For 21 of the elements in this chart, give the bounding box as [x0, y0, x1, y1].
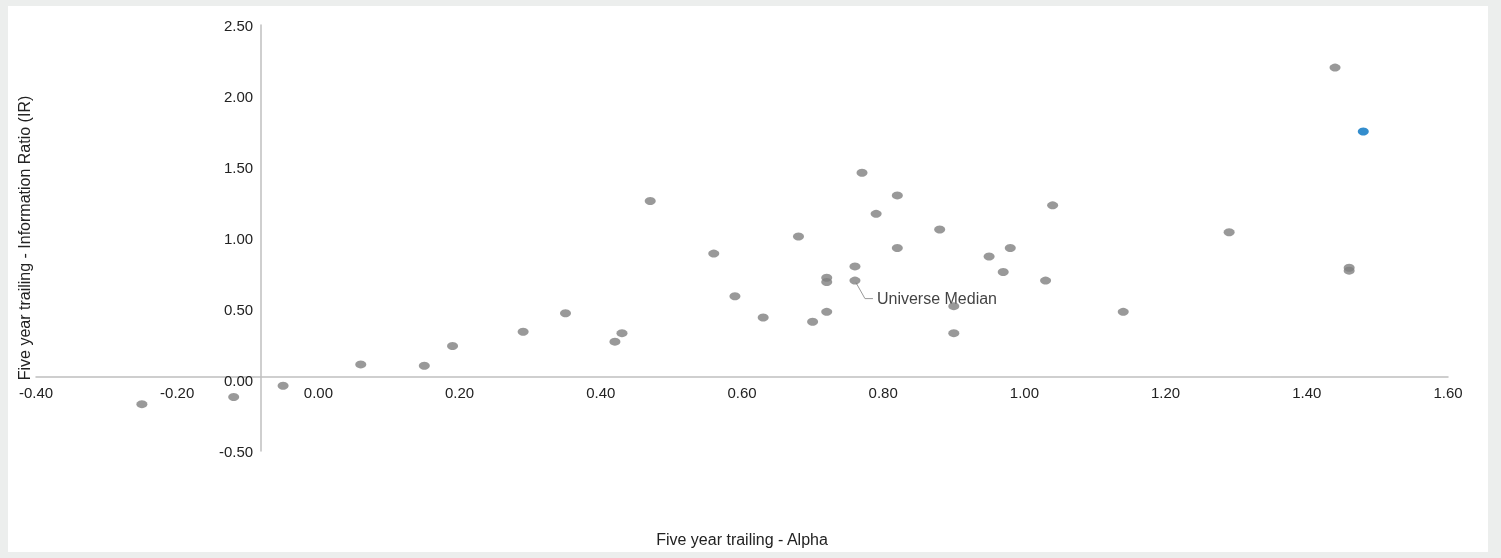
y-tick-label: 1.50	[224, 158, 254, 176]
x-tick-label: 0.00	[303, 384, 333, 401]
x-tick-label: -0.20	[160, 384, 195, 401]
x-tick-label: 0.40	[586, 384, 616, 401]
y-tick-label: 2.50	[224, 16, 254, 34]
y-tick-label: 0.50	[224, 300, 254, 318]
y-axis-title: Five year trailing - Information Ratio (IR)	[15, 95, 33, 381]
x-axis-title: Five year trailing - Alpha	[656, 530, 828, 548]
y-tick-label: 1.00	[224, 229, 254, 247]
x-tick-label: 1.60	[1433, 384, 1463, 401]
y-tick-label: 0.00	[224, 371, 254, 389]
x-tick-label: 0.20	[445, 384, 475, 401]
x-tick-label: 1.40	[1292, 384, 1322, 401]
x-tick-label: 1.20	[1151, 384, 1181, 401]
x-tick-label: 0.80	[868, 384, 898, 401]
y-tick-label: 2.00	[224, 87, 254, 105]
x-tick-label: -0.40	[18, 384, 54, 401]
y-tick-label: -0.50	[219, 442, 254, 460]
annotation: Universe Median	[876, 290, 998, 308]
x-tick-label: 1.00	[1009, 384, 1039, 401]
x-tick-label: 0.60	[727, 384, 757, 401]
